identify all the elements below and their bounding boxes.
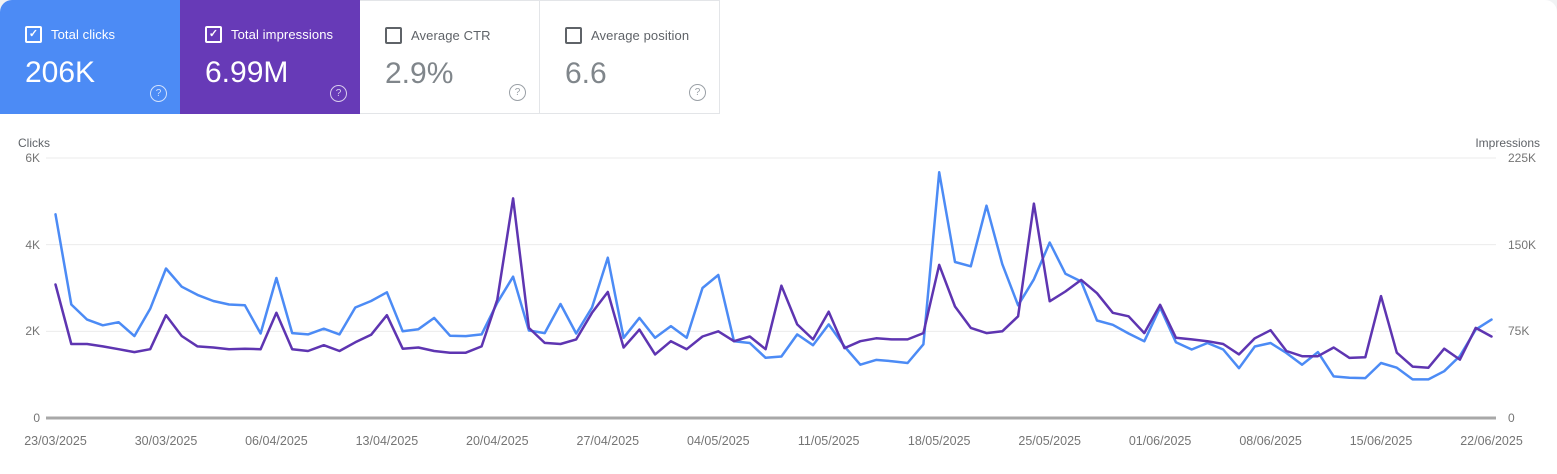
help-icon[interactable] [330,85,347,102]
total-clicks-card[interactable]: Total clicks 206K [0,0,180,114]
x-axis-label: 13/04/2025 [355,434,419,448]
total-clicks-checkbox[interactable] [25,26,42,43]
average-ctr-checkbox[interactable] [385,27,402,44]
average-position-value: 6.6 [565,57,607,90]
x-axis-label: 20/04/2025 [466,434,529,448]
help-icon[interactable] [689,84,706,101]
x-axis-label: 11/05/2025 [797,434,860,448]
y-axis-label-clicks: 4K [25,237,40,252]
x-axis-label: 04/05/2025 [687,434,750,448]
x-axis-label: 22/06/2025 [1460,434,1523,448]
metric-cards: Total clicks 206K Total impressions 6.99… [0,0,720,114]
y-axis-label-clicks: 6K [25,151,40,165]
performance-chart: Clicks Impressions 6K 4K 2K 0 225K 150K 75K 0 … [0,134,1557,474]
x-axis-label: 23/03/2025 [24,434,87,448]
right-axis-title: Impressions [1475,136,1540,150]
total-impressions-card[interactable]: Total impressions 6.99M [180,0,360,114]
average-position-label: Average position [591,28,690,43]
total-clicks-label: Total clicks [51,27,116,42]
y-axis-label-clicks: 2K [25,324,40,339]
total-impressions-checkbox[interactable] [205,26,222,43]
x-axis-label: 01/06/2025 [1128,434,1192,448]
average-ctr-value: 2.9% [385,57,454,90]
y-axis-label-impressions: 225K [1508,151,1537,165]
impressions-line[interactable] [54,197,1493,369]
total-impressions-value: 6.99M [205,56,289,89]
y-axis-label-clicks: 0 [33,411,40,425]
clicks-line[interactable] [54,171,1493,381]
average-position-checkbox[interactable] [565,27,582,44]
average-ctr-card[interactable]: Average CTR 2.9% [360,0,540,114]
x-axis-label: 08/06/2025 [1239,434,1302,448]
y-axis-label-impressions: 150K [1508,237,1537,252]
x-axis-label: 18/05/2025 [907,434,971,448]
y-axis-label-impressions: 75K [1508,324,1530,339]
left-axis-title: Clicks [18,136,50,150]
x-axis-label: 30/03/2025 [134,434,198,448]
y-axis-label-impressions: 0 [1508,411,1515,425]
chart-canvas[interactable] [0,134,1557,474]
average-ctr-label: Average CTR [411,28,491,43]
average-position-card[interactable]: Average position 6.6 [540,0,720,114]
x-axis-label: 25/05/2025 [1018,434,1081,448]
x-axis-label: 27/04/2025 [576,434,640,448]
x-axis-label: 15/06/2025 [1349,434,1413,448]
total-clicks-value: 206K [25,56,96,89]
x-axis-label: 06/04/2025 [245,434,308,448]
help-icon[interactable] [509,84,526,101]
help-icon[interactable] [150,85,167,102]
total-impressions-label: Total impressions [231,27,334,42]
